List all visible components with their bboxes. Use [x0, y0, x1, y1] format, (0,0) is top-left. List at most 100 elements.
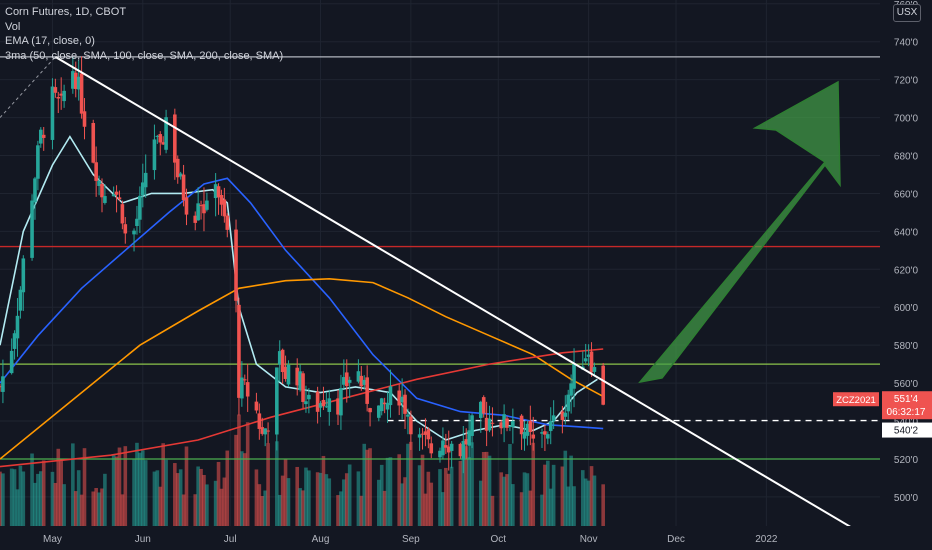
volume-bar: [283, 458, 288, 526]
candle-body: [377, 405, 381, 418]
currency-button[interactable]: USX: [893, 4, 921, 22]
candle-body: [438, 450, 442, 458]
volume-bar: [508, 444, 512, 526]
x-tick-label: Oct: [490, 534, 506, 545]
volume-bar: [543, 464, 547, 526]
chart-legend: Corn Futures, 1D, CBOT Vol EMA (17, clos…: [5, 5, 283, 63]
volume-bar: [551, 464, 556, 526]
volume-bar: [339, 491, 343, 526]
volume-bar: [368, 448, 372, 526]
price-tags: ZCZ2021 551'4 06:32:17 540'2: [833, 391, 932, 438]
y-tick-label: 600'0: [894, 303, 919, 314]
volume-bar: [152, 471, 157, 526]
y-tick-label: 700'0: [894, 114, 919, 125]
volume-bar: [592, 475, 597, 526]
candle-body: [560, 411, 565, 420]
candle-body: [219, 194, 224, 205]
volume-bar: [406, 443, 410, 526]
volume-bar: [379, 464, 384, 526]
line-ma200: [0, 348, 604, 468]
candle-body: [324, 406, 329, 408]
line-ema17: [0, 135, 598, 441]
y-tick-label: 520'0: [894, 455, 919, 466]
volume-bar: [82, 448, 87, 526]
legend-3ma[interactable]: 3ma (50, close, SMA, 100, close, SMA, 20…: [5, 49, 284, 62]
volume-bar: [15, 489, 20, 526]
level-tag: 540'2: [894, 426, 919, 437]
candle-body: [205, 200, 209, 210]
candle-body: [120, 204, 125, 224]
volume-bar: [138, 452, 142, 526]
volume-bar: [484, 451, 489, 526]
volume-bar: [307, 470, 311, 526]
candle-body: [286, 364, 291, 385]
candle-body: [543, 431, 547, 435]
candle-body: [551, 415, 556, 422]
volume-bar: [120, 494, 125, 526]
candle-body: [111, 194, 116, 197]
time-axis[interactable]: May Jun Jul Aug Sep Oct Nov Dec 2022: [0, 526, 932, 550]
volume-bar: [222, 477, 227, 526]
volume-bar: [79, 494, 84, 526]
volume-bar: [362, 443, 367, 526]
candle-body: [38, 129, 43, 144]
candle-body: [528, 420, 533, 432]
volume-bar: [522, 472, 527, 526]
volume-bar: [400, 483, 404, 526]
candle-body: [82, 111, 87, 127]
candle-body: [499, 422, 503, 429]
price-axis[interactable]: 480'0500'0520'0540'0560'0580'0600'0620'0…: [880, 0, 932, 550]
volume-bar: [511, 484, 515, 526]
candle-body: [359, 375, 364, 387]
candle-body: [368, 408, 372, 413]
volume-bar: [446, 473, 451, 526]
volume-bar: [286, 478, 291, 526]
volume-bar: [76, 470, 81, 526]
volume-bar: [219, 488, 224, 526]
volume-bar: [100, 488, 104, 526]
volume-bar: [336, 495, 340, 526]
candle-body: [478, 401, 483, 418]
candle-body: [592, 367, 597, 372]
candle-body: [30, 200, 34, 258]
candle-body: [193, 215, 198, 223]
legend-title[interactable]: Corn Futures, 1D, CBOT: [5, 6, 127, 18]
x-tick-label: Nov: [580, 534, 598, 545]
volume-bar: [426, 471, 431, 526]
candle-body: [362, 379, 367, 385]
candle-body: [213, 184, 218, 199]
volume-bar: [487, 455, 492, 526]
candle-body: [429, 443, 434, 454]
volume-bar: [385, 457, 390, 526]
volume-bar: [30, 453, 34, 526]
candle-body: [12, 333, 17, 349]
volume-bar: [365, 449, 369, 526]
volume-bar: [356, 471, 361, 526]
volume-bar: [123, 446, 128, 526]
candle-body: [487, 418, 492, 431]
volume-bar: [563, 450, 568, 526]
volume-bar: [572, 486, 576, 526]
volume-bar: [254, 469, 259, 526]
candle-body: [94, 162, 98, 181]
y-tick-label: 640'0: [894, 227, 919, 238]
candle-body: [307, 394, 311, 400]
volume-bar: [91, 491, 96, 526]
candle-body: [563, 412, 568, 417]
legend-ema[interactable]: EMA (17, close, 0): [5, 35, 95, 47]
candle-body: [161, 142, 165, 145]
candle-body: [525, 423, 530, 436]
candle-body: [79, 73, 84, 114]
volume-bar: [181, 494, 186, 526]
candle-body: [0, 386, 2, 388]
legend-volume[interactable]: Vol: [5, 20, 21, 33]
candle-body: [62, 90, 66, 102]
candle-body: [464, 439, 469, 445]
volume-bar: [347, 464, 352, 526]
volume-bar: [528, 490, 533, 526]
candle-body: [379, 398, 384, 412]
volume-bar: [403, 477, 407, 526]
candle-body: [403, 394, 407, 414]
candle-body: [315, 391, 320, 412]
